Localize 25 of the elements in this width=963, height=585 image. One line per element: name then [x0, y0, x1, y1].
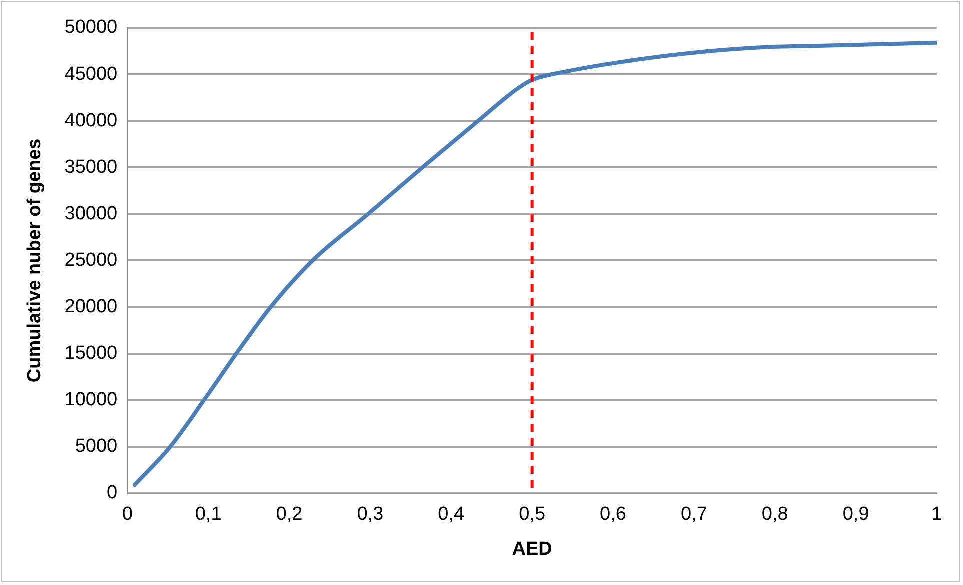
- y-tick-label: 10000: [64, 390, 118, 411]
- y-tick-label: 40000: [64, 110, 118, 132]
- x-tick-label: 0,9: [842, 504, 870, 526]
- x-tick-label: 0,3: [357, 504, 384, 526]
- x-tick-label: 0: [122, 504, 133, 526]
- x-tick-label: 0,2: [276, 504, 303, 526]
- x-tick-label: 0,5: [519, 504, 546, 526]
- x-tick-label: 1: [932, 504, 942, 526]
- y-tick-label: 0: [107, 482, 118, 504]
- y-tick-label: 35000: [64, 156, 118, 178]
- y-tick-label: 25000: [64, 250, 118, 271]
- x-tick-label: 0,6: [600, 504, 626, 526]
- y-tick-label: 5000: [75, 436, 118, 458]
- x-tick-label: 0,7: [680, 504, 708, 526]
- line-series: [132, 40, 937, 488]
- y-tick-label: 30000: [64, 203, 118, 224]
- y-axis-title: Cumulative nuber of genes: [24, 138, 46, 383]
- y-tick-label: 20000: [64, 296, 118, 318]
- y-tick-label: 50000: [64, 17, 118, 38]
- x-tick-label: 0,4: [438, 504, 466, 526]
- y-tick-label: 15000: [64, 343, 118, 364]
- x-tick-label: 0,1: [195, 504, 222, 526]
- x-tick-label: 0,8: [762, 504, 788, 526]
- y-tick-label: 45000: [64, 64, 118, 85]
- x-axis-title: AED: [512, 538, 552, 560]
